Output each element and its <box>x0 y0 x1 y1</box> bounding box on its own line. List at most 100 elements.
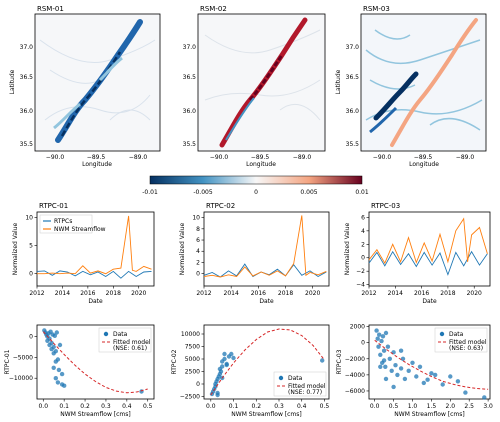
map-title: RSM-03 <box>363 5 390 13</box>
scatter-point <box>383 330 389 336</box>
x-tick-label: 3.0 <box>483 403 493 410</box>
scatter-point <box>378 364 383 369</box>
map-x-tick: −90.0 <box>46 154 65 161</box>
y-tick-label: 6 <box>196 237 200 244</box>
scatter-point <box>429 371 434 376</box>
scatter-point <box>224 362 229 368</box>
map-x-tick: −89.0 <box>456 154 475 161</box>
y-tick-label: 2 <box>196 259 200 266</box>
y-tick-label: 0 <box>29 271 33 278</box>
plot-frame <box>368 211 491 287</box>
x-axis-label: Date <box>259 298 274 305</box>
scatter-point <box>49 340 54 346</box>
y-tick-label: 5 <box>29 243 33 250</box>
scatter-point <box>231 355 236 361</box>
y-tick-label: −10000 <box>9 375 33 382</box>
legend-label: Data <box>449 331 464 338</box>
y-tick-label: 7500 <box>185 344 200 351</box>
scatter-point <box>385 344 391 349</box>
y-tick-label: 8 <box>196 226 200 233</box>
x-tick-label: 2018 <box>278 290 293 297</box>
scatter-point <box>448 374 453 379</box>
scatter-point <box>383 376 389 382</box>
scatter-point <box>379 338 384 344</box>
map-y-tick: 37.0 <box>183 44 197 51</box>
map-x-tick: −90.0 <box>373 154 392 161</box>
x-tick-label: 2012 <box>29 290 44 297</box>
y-tick-label: 6 <box>361 214 365 221</box>
x-axis-label: NWM Streamflow [cms] <box>60 411 130 418</box>
colorbar: -0.01 -0.005 0 0.005 0.01 <box>142 175 369 196</box>
y-axis-label: Normalized Value <box>179 222 186 275</box>
map-panel-rsm-03: RSM-03 37.0 36.5 36.0 35.5 −90.0 −89.5 −… <box>335 5 487 168</box>
scatter-point <box>375 336 380 341</box>
x-tick-label: 2012 <box>361 290 376 297</box>
chart-panel-4: 0.0 0.1 0.2 0.3 0.4 0.5 −10000 −5000 0 NWM Stream… <box>4 324 155 418</box>
colorbar-tick-label: 0.01 <box>355 189 369 196</box>
map-x-tick: −89.0 <box>293 154 312 161</box>
legend-label: RTPCs <box>54 218 72 225</box>
river-network-light <box>39 39 156 121</box>
legend-label: Fitted model <box>113 339 151 346</box>
river-band-red-light <box>390 18 478 147</box>
colorbar-tick-label: 0 <box>254 189 258 196</box>
y-tick-label: 2000 <box>350 324 365 331</box>
scatter-point <box>222 356 227 362</box>
scatter-point <box>61 383 67 388</box>
series-line-nwm-streamflow <box>37 215 152 275</box>
x-tick-label: 0.5 <box>143 403 153 410</box>
map-panel-rsm-02: RSM-02 37.0 36.5 36.0 35.5 −90.0 −89.5 −… <box>183 5 326 168</box>
x-tick-label: 2014 <box>224 290 239 297</box>
river-network-light <box>204 29 321 121</box>
map-y-label: Latitude <box>9 69 16 94</box>
scatter-point <box>433 372 438 378</box>
x-tick-label: 2018 <box>440 290 455 297</box>
x-tick-label: 0.2 <box>251 403 261 410</box>
legend-label: (NSE: 0.61) <box>113 345 147 352</box>
scatter-point <box>222 351 227 357</box>
map-x-tick: −89.5 <box>87 154 106 161</box>
x-tick-label: 0.5 <box>320 403 330 410</box>
chart-panel-5: 0.0 0.1 0.2 0.3 0.4 0.5 −2500 0 2500 5000 7500 1000… <box>171 324 330 418</box>
scatter-point <box>53 349 58 354</box>
scatter-point <box>455 379 461 384</box>
scatter-point <box>57 342 63 348</box>
scatter-point <box>377 332 382 337</box>
colorbar-tick-label: -0.005 <box>193 189 213 196</box>
x-axis-label: NWM Streamflow [cms] <box>394 411 464 418</box>
map-y-tick: 36.5 <box>20 74 34 81</box>
colorbar-gradient <box>149 175 363 185</box>
scatter-point <box>398 348 404 353</box>
scatter-point <box>463 390 468 395</box>
legend-label: Data <box>113 331 128 338</box>
map-panel-rsm-01: RSM-01 37.0 36.5 36.0 35.5 −90.0 −89.5 −… <box>9 5 161 168</box>
chart-title: RTPC-01 <box>39 202 68 210</box>
map-x-label: Longitude <box>246 161 276 168</box>
x-tick-label: 0.3 <box>101 403 111 410</box>
legend-label: (NSE: 0.63) <box>449 345 483 352</box>
scatter-point <box>391 384 396 390</box>
scatter-point <box>381 348 387 353</box>
y-tick-label: 5000 <box>185 356 200 363</box>
river-band-dark <box>60 51 122 137</box>
river-band-blue-edge <box>225 97 255 141</box>
map-y-tick: 37.0 <box>20 44 34 51</box>
fit-curve <box>42 331 148 394</box>
scatter-point <box>417 364 423 369</box>
y-tick-label: −5000 <box>13 354 33 361</box>
chart-panel-2: RTPC-02 2012 2014 2016 2018 2020 0 2 4 6 8 10 Date No… <box>179 202 330 305</box>
x-tick-label: 0.0 <box>206 403 216 410</box>
x-tick-label: 2.5 <box>464 403 474 410</box>
y-axis-label: RTPC-02 <box>171 349 178 374</box>
scatter-point <box>398 366 404 371</box>
y-tick-label: 0 <box>196 271 200 278</box>
scatter-point <box>381 358 387 363</box>
x-tick-label: 0.0 <box>38 403 48 410</box>
x-tick-label: 2014 <box>55 290 70 297</box>
scatter-point <box>387 356 392 361</box>
map-y-tick: 36.0 <box>183 108 197 115</box>
x-tick-label: 0.4 <box>297 403 307 410</box>
